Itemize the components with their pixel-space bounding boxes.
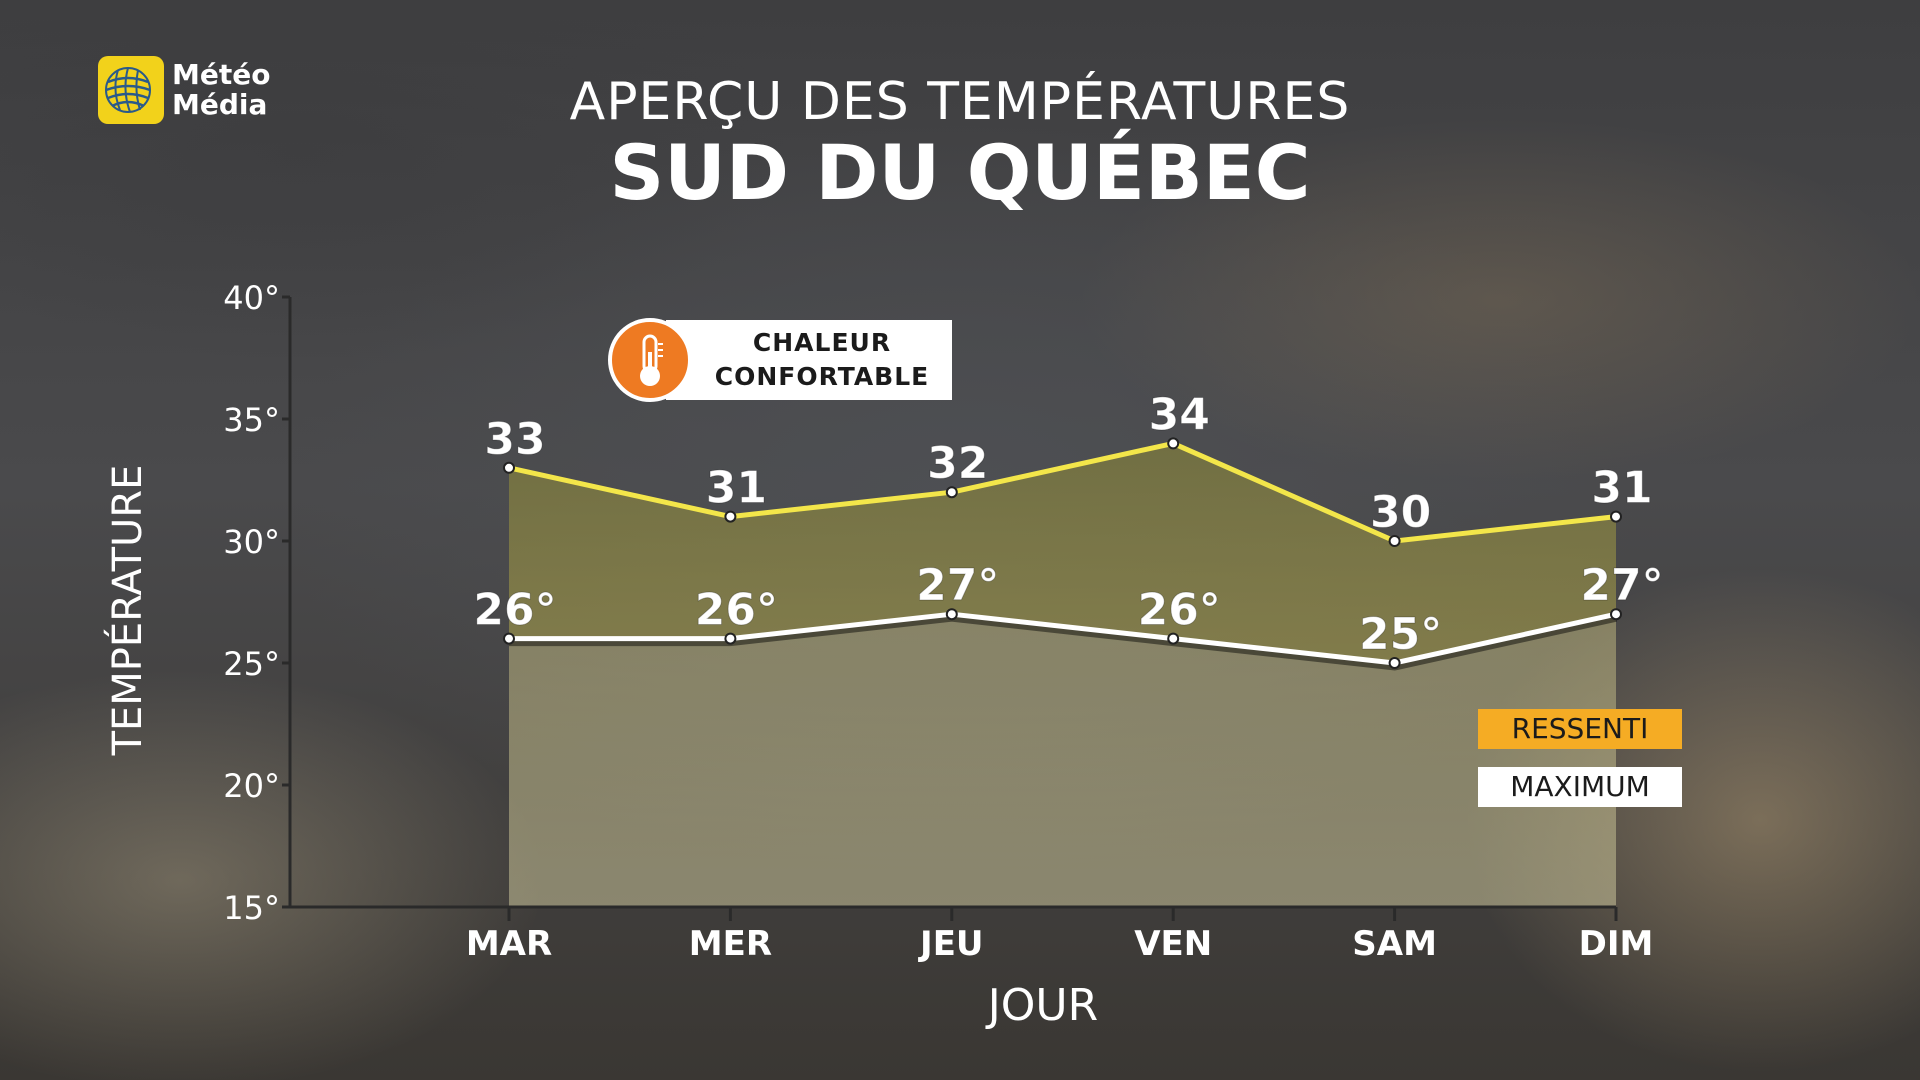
ressenti-point (724, 510, 737, 523)
legend-maximum: MAXIMUM (1478, 767, 1682, 807)
ressenti-point (503, 461, 515, 474)
x-tick-label: JEU (918, 924, 983, 964)
ressenti-value-label: 33 (484, 414, 545, 465)
heat-badge: CHALEUR CONFORTABLE (608, 318, 952, 402)
x-tick-label: VEN (1134, 924, 1212, 964)
ressenti-band (509, 443, 1616, 663)
ressenti-point (945, 486, 958, 499)
badge-text-box: CHALEUR CONFORTABLE (666, 320, 952, 400)
maximum-value-label: 26° (1138, 585, 1221, 636)
y-tick-label: 15° (223, 889, 280, 927)
maximum-value-label: 26° (695, 585, 778, 636)
badge-line-2: CONFORTABLE (714, 362, 930, 391)
maximum-value-label: 27° (916, 560, 999, 611)
y-tick-label: 25° (223, 645, 280, 683)
maximum-area (509, 614, 1616, 907)
logo-line-2: Média (172, 88, 268, 121)
page-subtitle: SUD DU QUÉBEC (609, 128, 1311, 217)
ressenti-point (1167, 437, 1180, 450)
ressenti-value-label: 31 (706, 463, 767, 514)
maximum-point (503, 632, 515, 645)
x-tick-label: MAR (466, 924, 552, 964)
maximum-line-shadow (509, 612, 1617, 671)
ressenti-line (508, 440, 1617, 544)
maximum-line (509, 611, 1617, 666)
y-axis-label: TEMPÉRATURE (105, 464, 151, 756)
legend-ressenti: RESSENTI (1478, 709, 1682, 749)
maximum-point (945, 608, 958, 621)
badge-line-1: CHALEUR (752, 328, 892, 357)
page-title: APERÇU DES TEMPÉRATURES (569, 72, 1351, 132)
ressenti-point (1388, 535, 1401, 547)
ressenti-value-label: 30 (1370, 487, 1431, 538)
maximum-point (1610, 608, 1622, 621)
maximum-point (724, 632, 737, 645)
x-axis-label: JOUR (987, 980, 1099, 1031)
x-tick-label: SAM (1352, 924, 1437, 964)
y-tick-label: 30° (223, 523, 280, 561)
ressenti-value-label: 34 (1149, 389, 1210, 440)
maximum-point (1388, 657, 1401, 669)
x-tick-label: DIM (1579, 924, 1654, 964)
ressenti-value-label: 31 (1591, 463, 1652, 514)
logo-text: Météo Média (172, 60, 270, 120)
maximum-value-label: 26° (473, 585, 556, 636)
thermometer-icon (608, 318, 692, 402)
y-tick-label: 20° (223, 767, 280, 805)
ressenti-value-label: 32 (927, 438, 988, 489)
maximum-value-label: 25° (1359, 609, 1442, 660)
maximum-value-label: 27° (1580, 560, 1663, 611)
meteomedia-logo: Météo Média (98, 56, 270, 124)
y-tick-label: 35° (223, 401, 280, 439)
logo-line-1: Météo (172, 58, 271, 91)
y-tick-label: 40° (223, 279, 280, 317)
maximum-point (1167, 632, 1180, 645)
x-tick-label: MER (689, 924, 772, 964)
globe-icon (98, 56, 164, 124)
ressenti-point (1610, 510, 1622, 523)
